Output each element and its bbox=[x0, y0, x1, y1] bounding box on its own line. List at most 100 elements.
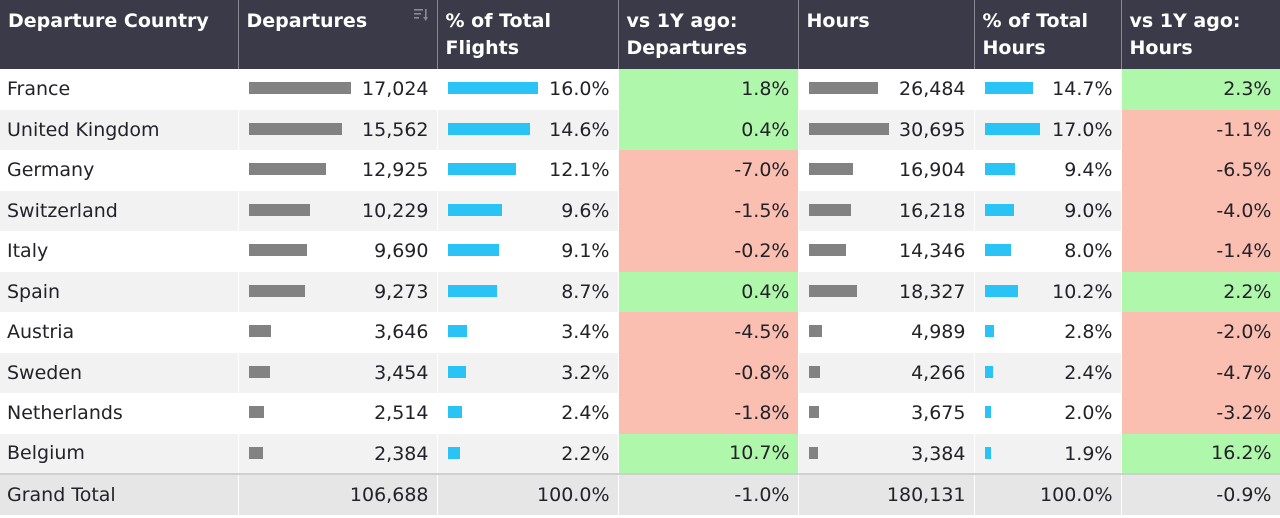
gray-bar bbox=[248, 122, 342, 135]
table-row[interactable]: Germany 12,925 12.1% -7.0% 16,904 9.4% -6.5% bbox=[0, 150, 1280, 191]
total-label: Grand Total bbox=[0, 473, 239, 515]
header-hours[interactable]: Hours bbox=[798, 0, 975, 69]
yoy-departures-cell: -7.0% bbox=[618, 150, 799, 191]
cell-value: 106,688 bbox=[349, 483, 429, 506]
header-pct-total-flights[interactable]: % of Total Flights bbox=[437, 0, 619, 69]
country-cell: Netherlands bbox=[0, 393, 239, 434]
yoy-hours-cell: -4.7% bbox=[1121, 352, 1280, 393]
pct-hours-cell: 2.0% bbox=[974, 393, 1122, 434]
gray-bar bbox=[808, 446, 818, 459]
cell-value: 3,454 bbox=[374, 361, 429, 384]
header-yoy-departures[interactable]: vs 1Y ago: Departures bbox=[618, 0, 799, 69]
cell-value: 2.0% bbox=[1064, 402, 1113, 424]
hours-cell: 18,327 bbox=[798, 271, 975, 312]
table-row[interactable]: United Kingdom 15,562 14.6% 0.4% 30,695 17.0%… bbox=[0, 109, 1280, 150]
cell-value: 2.2% bbox=[1223, 280, 1272, 303]
blue-bar bbox=[447, 406, 462, 418]
cell-value: 15,562 bbox=[362, 118, 429, 141]
header-pct-total-hours[interactable]: % of Total Hours bbox=[974, 0, 1122, 69]
yoy-departures-cell: 0.4% bbox=[618, 271, 799, 312]
cell-value: 2,514 bbox=[374, 402, 429, 424]
table-row[interactable]: Belgium 2,384 2.2% 10.7% 3,384 1.9% 16.2% bbox=[0, 433, 1280, 474]
cell-value: 9.4% bbox=[1064, 159, 1113, 181]
header-label: % of Total Hours bbox=[982, 10, 1089, 59]
blue-bar bbox=[984, 325, 994, 337]
cell-value: 100.0% bbox=[537, 483, 610, 506]
blue-bar bbox=[447, 244, 499, 256]
gray-bar bbox=[248, 284, 305, 297]
yoy-departures-cell: -1.5% bbox=[618, 190, 799, 231]
cell-value: 9.0% bbox=[1064, 199, 1113, 222]
cell-value: Spain bbox=[7, 280, 61, 303]
table-row[interactable]: Italy 9,690 9.1% -0.2% 14,346 8.0% -1.4% bbox=[0, 231, 1280, 272]
pct-flights-cell: 9.1% bbox=[437, 231, 619, 272]
yoy-departures-cell: -0.8% bbox=[618, 352, 799, 393]
pct-hours-cell: 14.7% bbox=[974, 69, 1122, 110]
hours-cell: 4,266 bbox=[798, 352, 975, 393]
hours-cell: 3,675 bbox=[798, 393, 975, 434]
country-cell: Germany bbox=[0, 150, 239, 191]
header-departure-country[interactable]: Departure Country bbox=[0, 0, 239, 69]
cell-value: -1.4% bbox=[1216, 240, 1272, 263]
gray-bar bbox=[248, 244, 307, 256]
cell-value: -1.8% bbox=[734, 402, 790, 425]
total-pct-flights: 100.0% bbox=[437, 473, 619, 515]
pct-flights-cell: 3.2% bbox=[437, 352, 619, 393]
sort-descending-icon[interactable] bbox=[413, 8, 428, 22]
table-row[interactable]: Spain 9,273 8.7% 0.4% 18,327 10.2% 2.2% bbox=[0, 271, 1280, 312]
blue-bar bbox=[447, 163, 516, 175]
cell-value: 16.0% bbox=[549, 78, 610, 100]
header-row: Departure Country Departures % of Total … bbox=[0, 0, 1280, 69]
blue-bar bbox=[984, 446, 991, 459]
header-departures[interactable]: Departures bbox=[238, 0, 438, 69]
hours-cell: 16,218 bbox=[798, 190, 975, 231]
pct-hours-cell: 17.0% bbox=[974, 109, 1122, 150]
blue-bar bbox=[984, 406, 991, 418]
header-yoy-hours[interactable]: vs 1Y ago: Hours bbox=[1121, 0, 1280, 69]
pct-flights-cell: 14.6% bbox=[437, 109, 619, 150]
total-yoy-hours: -0.9% bbox=[1121, 473, 1280, 515]
header-label: Departure Country bbox=[8, 10, 209, 32]
table-row[interactable]: Sweden 3,454 3.2% -0.8% 4,266 2.4% -4.7% bbox=[0, 352, 1280, 393]
cell-value: -2.0% bbox=[1216, 321, 1272, 344]
cell-value: 16,904 bbox=[899, 159, 966, 181]
pct-hours-cell: 1.9% bbox=[974, 433, 1122, 474]
header-label: vs 1Y ago: Hours bbox=[1129, 10, 1241, 59]
table-body: France 17,024 16.0% 1.8% 26,484 14.7% 2.3% Unit… bbox=[0, 69, 1280, 515]
table-row[interactable]: Switzerland 10,229 9.6% -1.5% 16,218 9.0% -4.0… bbox=[0, 190, 1280, 231]
yoy-departures-cell: 0.4% bbox=[618, 109, 799, 150]
cell-value: Belgium bbox=[7, 442, 85, 465]
cell-value: 3.2% bbox=[561, 361, 610, 384]
departures-cell: 3,646 bbox=[238, 312, 438, 353]
blue-bar bbox=[447, 122, 530, 135]
departures-cell: 9,690 bbox=[238, 231, 438, 272]
cell-value: -4.7% bbox=[1216, 361, 1272, 384]
table-row[interactable]: France 17,024 16.0% 1.8% 26,484 14.7% 2.3% bbox=[0, 69, 1280, 110]
country-cell: Italy bbox=[0, 231, 239, 272]
pct-hours-cell: 2.8% bbox=[974, 312, 1122, 353]
cell-value: 1.9% bbox=[1064, 442, 1113, 465]
gray-bar bbox=[248, 163, 326, 175]
cell-value: -6.5% bbox=[1216, 159, 1272, 182]
yoy-hours-cell: 16.2% bbox=[1121, 433, 1280, 474]
cell-value: 2.4% bbox=[1064, 361, 1113, 384]
cell-value: Sweden bbox=[7, 361, 83, 384]
cell-value: 10.7% bbox=[729, 442, 790, 465]
hours-cell: 26,484 bbox=[798, 69, 975, 110]
total-yoy-departures: -1.0% bbox=[618, 473, 799, 515]
pct-flights-cell: 12.1% bbox=[437, 150, 619, 191]
pct-hours-cell: 8.0% bbox=[974, 231, 1122, 272]
departures-cell: 12,925 bbox=[238, 150, 438, 191]
table-row[interactable]: Austria 3,646 3.4% -4.5% 4,989 2.8% -2.0% bbox=[0, 312, 1280, 353]
blue-bar bbox=[447, 446, 460, 459]
cell-value: -3.2% bbox=[1216, 402, 1272, 425]
blue-bar bbox=[984, 284, 1018, 297]
yoy-hours-cell: -6.5% bbox=[1121, 150, 1280, 191]
pct-flights-cell: 2.4% bbox=[437, 393, 619, 434]
departures-cell: 17,024 bbox=[238, 69, 438, 110]
gray-bar bbox=[248, 446, 263, 459]
table-row[interactable]: Netherlands 2,514 2.4% -1.8% 3,675 2.0% -3.2% bbox=[0, 393, 1280, 434]
blue-bar bbox=[984, 82, 1033, 94]
cell-value: 9,690 bbox=[374, 240, 429, 262]
